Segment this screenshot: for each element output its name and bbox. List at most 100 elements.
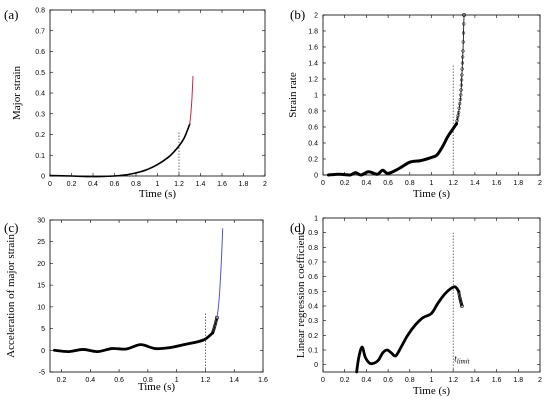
x-tick-label: 0.8 (405, 180, 415, 187)
annotation-main: t (454, 354, 457, 364)
data-point-marker (461, 49, 465, 53)
series-line-3 (216, 228, 224, 319)
data-point-marker (458, 102, 462, 106)
x-tick-label: 0.6 (383, 180, 393, 187)
plot-frame (322, 217, 541, 373)
y-tick-label: 30 (37, 218, 45, 225)
tlimit-annotation: tlimit (454, 354, 470, 366)
x-tick-label: 2 (263, 181, 267, 188)
x-tick-label: 0 (321, 377, 325, 384)
x-axis-label: Time (s) (413, 385, 451, 397)
y-tick-label: 1.8 (308, 29, 318, 36)
y-tick-label: 0.3 (308, 318, 318, 325)
data-point-marker (460, 67, 464, 71)
plot-frame (49, 9, 266, 177)
y-tick-label: -5 (39, 370, 45, 377)
data-point-marker (456, 110, 461, 115)
x-tick-label: 1.6 (492, 377, 502, 384)
y-tick-label: 0.4 (308, 141, 318, 148)
x-tick-label: 1.6 (492, 180, 502, 187)
data-point-marker (461, 55, 465, 59)
y-tick-label: 0.6 (308, 125, 318, 132)
x-tick-label: 0 (48, 181, 52, 188)
x-axis-label: Time (s) (139, 188, 177, 200)
y-axis-label: Acceleration of major strain (5, 234, 17, 358)
y-axis-label: Linear regression coefficient (295, 232, 307, 358)
y-tick-label: 1.6 (308, 45, 318, 52)
x-tick-label: 0.8 (405, 377, 415, 384)
y-tick-label: 0.7 (35, 28, 45, 35)
series-line-1 (355, 285, 461, 374)
y-tick-label: 2 (314, 13, 318, 20)
panel-label: (c) (4, 220, 18, 235)
y-tick-label: 1.2 (308, 77, 318, 84)
x-axis-label: Time (s) (413, 188, 451, 200)
y-tick-label: 0 (41, 174, 45, 181)
x-tick-label: 1.8 (239, 181, 249, 188)
x-tick-label: 1 (156, 181, 160, 188)
y-tick-label: 0.2 (35, 132, 45, 139)
data-point-marker (459, 83, 463, 87)
y-tick-label: 1.4 (308, 61, 318, 68)
plot-frame (322, 14, 541, 176)
x-tick-label: 1.2 (448, 180, 458, 187)
x-tick-label: 1.6 (258, 377, 268, 384)
y-tick-label: 0.4 (308, 304, 318, 311)
x-tick-label: 1.4 (196, 181, 206, 188)
y-tick-label: 20 (37, 261, 45, 268)
x-tick-label: 1.6 (217, 181, 227, 188)
series-line-1 (52, 331, 215, 353)
data-point-marker (461, 40, 465, 44)
series-line-1 (326, 122, 458, 177)
y-axis-label: Major strain (11, 65, 23, 120)
y-tick-label: 0.8 (308, 109, 318, 116)
x-tick-label: 0.8 (143, 377, 153, 384)
x-tick-label: 0.6 (383, 377, 393, 384)
x-axis-label: Time (s) (138, 381, 176, 393)
y-tick-label: 0 (314, 362, 318, 369)
data-point-marker (459, 93, 463, 97)
x-tick-label: 1 (430, 377, 434, 384)
y-tick-label: 0.5 (308, 289, 318, 296)
annotation-subscript: limit (457, 358, 471, 366)
x-tick-label: 1.8 (513, 377, 523, 384)
y-tick-label: 1 (314, 216, 318, 223)
x-tick-label: 1 (430, 180, 434, 187)
x-tick-label: 0.2 (340, 180, 350, 187)
x-tick-label: 2 (538, 377, 542, 384)
series-line-1 (49, 123, 191, 178)
data-point-marker (460, 61, 465, 65)
x-tick-label: 1.8 (513, 180, 523, 187)
y-tick-label: 0.5 (35, 70, 45, 77)
chart-panel-1: 0 0.2 0.4 0.6 0.8 1 1.2 1.4 1.6 1.8 2 0 0.1 0.2 0.3 0.4… (4, 7, 267, 200)
data-point-marker (461, 31, 466, 35)
y-tick-label: 0 (314, 173, 318, 180)
x-tick-label: 0.4 (362, 377, 372, 384)
data-point-marker (459, 78, 464, 82)
x-tick-label: 2 (538, 180, 542, 187)
data-point-marker (459, 88, 463, 92)
x-tick-label: 0.4 (362, 180, 372, 187)
y-tick-label: 0.2 (308, 157, 318, 164)
x-tick-label: 0.8 (131, 181, 141, 188)
x-tick-label: 0.6 (110, 181, 120, 188)
panel-label: (d) (290, 220, 305, 235)
chart-panel-4: 0 0.2 0.4 0.6 0.8 1 1.2 1.4 1.6 1.8 2 0 0.1 0.2 0.3 0.4… (290, 216, 542, 398)
data-point-marker (462, 22, 466, 26)
y-tick-label: 0.8 (308, 245, 318, 252)
y-tick-label: 0.1 (35, 153, 45, 160)
chart-panel-2: 0 0.2 0.4 0.6 0.8 1 1.2 1.4 1.6 1.8 2 0 0.2 0.4 0.6 0.8… (287, 7, 542, 200)
data-point-marker (462, 13, 466, 17)
y-tick-label: 0.3 (35, 111, 45, 118)
y-tick-label: 0.4 (35, 91, 45, 98)
data-point-marker (457, 106, 461, 110)
y-axis-label: Strain rate (287, 72, 299, 118)
data-point-marker (460, 73, 464, 77)
x-tick-label: 1.4 (229, 377, 239, 384)
y-tick-label: 0.9 (308, 230, 318, 237)
y-tick-label: 25 (37, 239, 45, 246)
y-tick-label: 0 (41, 348, 45, 355)
y-tick-label: 0.7 (308, 260, 318, 267)
x-tick-label: 0.4 (85, 377, 95, 384)
